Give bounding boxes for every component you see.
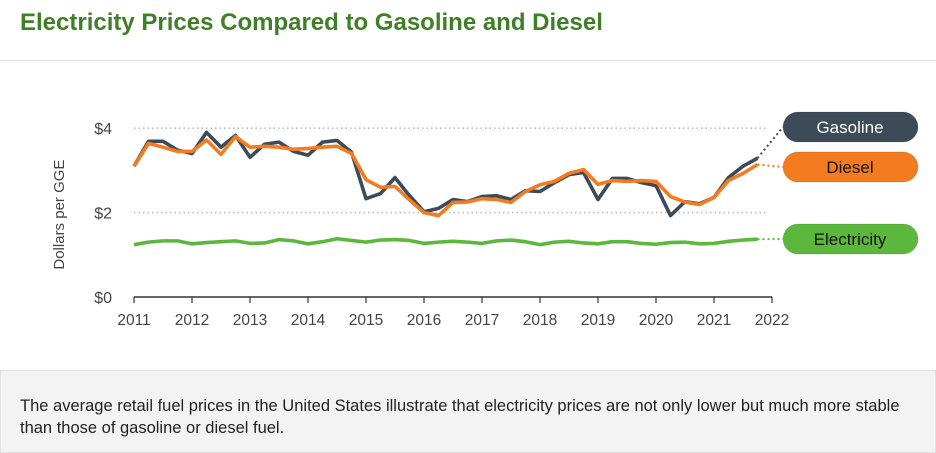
y-tick-label: $0 [94, 290, 112, 307]
page-title: Electricity Prices Compared to Gasoline … [20, 9, 603, 37]
x-tick-label: 2015 [349, 312, 383, 329]
caption-box: The average retail fuel prices in the Un… [0, 370, 936, 453]
chart-svg: Dollars per GGE $0 $2 $4 2011 2012 2013 2014 201… [0, 61, 936, 370]
x-tick-label: 2011 [117, 312, 150, 329]
x-tick-label: 2013 [233, 312, 267, 329]
x-tick-label: 2021 [697, 312, 731, 329]
y-axis-label: Dollars per GGE [51, 160, 68, 270]
y-tick-label: $2 [94, 206, 112, 223]
x-tick-label: 2017 [465, 312, 499, 329]
x-tick-label: 2014 [291, 312, 326, 329]
legend-diesel: Diesel [783, 152, 918, 182]
legend-label: Electricity [814, 230, 887, 249]
x-tick-label: 2012 [175, 312, 209, 329]
diesel-leader [758, 164, 784, 167]
y-tick-label: $4 [94, 121, 112, 138]
legend-gasoline: Gasoline [783, 112, 918, 142]
x-tick-label: 2022 [755, 312, 789, 329]
gasoline-leader [758, 127, 784, 158]
electricity-line [134, 239, 758, 245]
legend-label: Diesel [826, 158, 873, 177]
legend-label: Gasoline [816, 118, 883, 137]
x-tick-label: 2019 [581, 312, 615, 329]
x-tick-label: 2020 [639, 312, 674, 329]
x-tick-label: 2016 [407, 312, 441, 329]
chart: Dollars per GGE $0 $2 $4 2011 2012 2013 2014 201… [0, 61, 936, 370]
x-tick-label: 2018 [523, 312, 557, 329]
legend-electricity: Electricity [783, 224, 918, 254]
caption-text: The average retail fuel prices in the Un… [20, 395, 900, 439]
